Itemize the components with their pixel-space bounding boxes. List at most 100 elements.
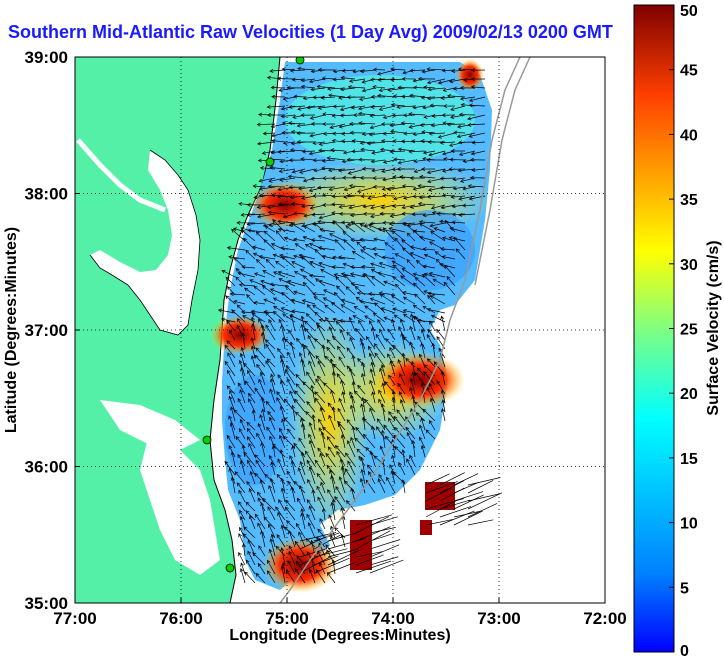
velocity-max-east: [375, 352, 465, 408]
velocity-arrow: [309, 467, 316, 485]
velocity-arrow-head: [427, 140, 432, 145]
velocity-arrow-head: [234, 471, 239, 476]
velocity-arrow-head: [331, 113, 336, 118]
velocity-arrow: [267, 560, 276, 575]
velocity-arrow-head: [448, 167, 453, 172]
velocity-arrow-head: [452, 177, 457, 182]
velocity-arrow-head: [319, 452, 324, 458]
velocity-arrow-head: [318, 148, 323, 153]
velocity-arrow-head: [317, 496, 322, 501]
velocity-arrow-head: [328, 93, 333, 98]
velocity-arrow-head: [282, 313, 287, 318]
velocity-arrow-head: [300, 417, 304, 423]
velocity-arrow: [379, 292, 396, 296]
velocity-arrow: [257, 213, 276, 218]
velocity-arrow-head: [420, 139, 425, 144]
velocity-arrow-head: [264, 225, 269, 230]
velocity-arrow: [472, 141, 486, 144]
velocity-arrow: [270, 283, 286, 287]
velocity-arrow-head: [230, 406, 234, 411]
velocity-arrow-head: [362, 204, 367, 209]
velocity-arrow-head: [373, 343, 378, 348]
velocity-arrow-head: [321, 158, 326, 163]
velocity-arrow: [419, 176, 436, 179]
velocity-arrow: [423, 150, 436, 154]
velocity-arrow-head: [377, 77, 382, 82]
velocity-arrow-head: [330, 389, 335, 394]
velocity-arrow: [381, 403, 386, 422]
velocity-arrow-head: [356, 241, 361, 246]
velocity-arrow-head: [287, 174, 292, 179]
velocity-arrow: [387, 328, 396, 341]
velocity-arrow: [265, 259, 276, 269]
velocity-arrow: [291, 299, 306, 305]
velocity-arrow-head: [283, 417, 288, 422]
velocity-arrow-head: [396, 167, 401, 172]
velocity-arrow-head: [359, 97, 364, 102]
velocity-arrow: [439, 499, 471, 510]
velocity-arrow: [269, 389, 276, 404]
velocity-arrows: [217, 66, 503, 584]
velocity-arrow-head: [319, 407, 324, 412]
velocity-arrow-head: [343, 187, 348, 192]
velocity-arrow-head: [391, 390, 396, 395]
velocity-arrow: [341, 132, 356, 135]
velocity-arrow: [302, 299, 316, 305]
velocity-arrow: [424, 254, 436, 260]
velocity-arrow-head: [314, 249, 319, 253]
velocity-arrow-head: [358, 299, 363, 304]
velocity-arrow-head: [300, 423, 305, 428]
velocity-arrow: [320, 269, 336, 278]
velocity-arrow-head: [294, 411, 299, 416]
velocity-arrow-head: [368, 291, 373, 296]
velocity-arrow: [445, 220, 456, 233]
velocity-arrow: [238, 501, 246, 512]
velocity-arrow-head: [349, 404, 354, 409]
velocity-arrow: [298, 532, 306, 548]
velocity-arrow-head: [370, 159, 375, 164]
velocity-arrow-head: [391, 260, 396, 265]
velocity-arrow-head: [338, 95, 343, 100]
colorbar-tick-label: 40: [680, 127, 698, 144]
velocity-arrow-head: [409, 176, 414, 181]
velocity-arrow-head: [411, 139, 416, 144]
velocity-arrow-head: [405, 357, 410, 362]
velocity-arrow-head: [320, 481, 324, 486]
velocity-arrow: [468, 185, 486, 188]
velocity-arrow: [258, 379, 266, 395]
velocity-arrow-head: [270, 243, 276, 247]
velocity-arrow: [349, 204, 366, 209]
velocity-arrow-head: [314, 391, 319, 396]
velocity-arrow-head: [362, 418, 367, 423]
velocity-arrow: [301, 359, 306, 377]
velocity-arrow: [239, 510, 246, 521]
velocity-arrow-head: [233, 299, 238, 304]
velocity-arrow: [257, 123, 276, 125]
velocity-arrow-head: [457, 168, 462, 173]
velocity-arrow-head: [255, 258, 260, 263]
velocity-arrow-head: [384, 381, 389, 386]
velocity-arrow-head: [348, 367, 353, 372]
velocity-arrow-head: [452, 186, 457, 191]
velocity-arrow-head: [298, 531, 302, 536]
velocity-arrow-head: [367, 196, 372, 200]
velocity-arrow-head: [288, 185, 293, 190]
velocity-arrow: [311, 239, 326, 242]
velocity-arrow: [271, 194, 286, 197]
velocity-arrow: [293, 96, 306, 98]
velocity-arrow: [330, 535, 336, 548]
velocity-arrow-head: [272, 443, 277, 448]
velocity-arrow-head: [460, 102, 465, 107]
velocity-arrow: [268, 485, 276, 503]
velocity-arrow: [241, 311, 256, 314]
velocity-arrow-head: [328, 187, 333, 192]
velocity-arrow: [439, 487, 465, 502]
velocity-arrow-head: [224, 344, 229, 349]
velocity-arrow: [357, 292, 376, 296]
velocity-arrow: [467, 480, 494, 494]
velocity-arrow-head: [269, 388, 274, 393]
velocity-arrow: [316, 473, 326, 485]
velocity-arrow: [414, 159, 426, 162]
velocity-arrow-head: [366, 141, 371, 146]
velocity-arrow-head: [291, 309, 296, 314]
